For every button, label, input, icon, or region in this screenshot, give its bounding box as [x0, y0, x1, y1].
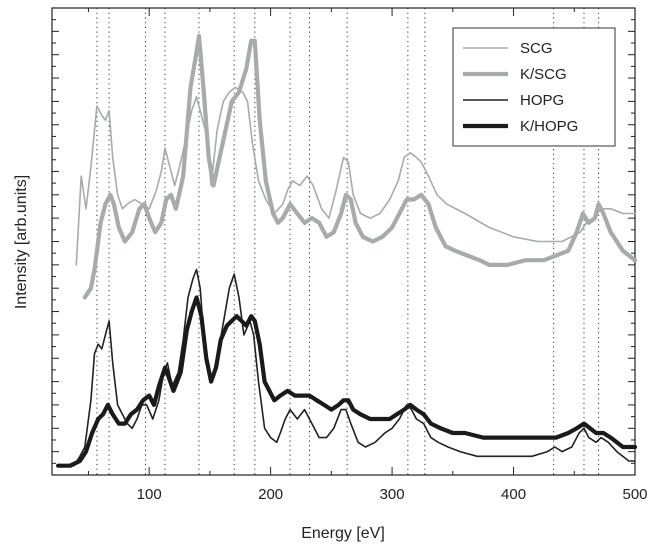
x-tick-label-300: 300 [380, 486, 405, 503]
legend-label-k-scg: K/SCG [520, 66, 567, 83]
x-tick-labels: 100 200 300 400 500 [137, 486, 648, 503]
series-lines [56, 33, 638, 468]
legend: SCG K/SCG HOPG K/HOPG [452, 27, 616, 147]
y-axis-title: Intensity [arb.units] [13, 175, 30, 309]
x-tick-label-500: 500 [622, 486, 647, 503]
series-line-hopg [57, 268, 636, 467]
axis-ticks [52, 7, 636, 476]
series-line-k-hopg [56, 295, 638, 468]
series-line-k-scg [82, 33, 638, 300]
x-tick-label-100: 100 [137, 486, 162, 503]
legend-entries: SCG K/SCG HOPG K/HOPG [463, 40, 578, 135]
x-axis-title: Energy [eV] [301, 525, 385, 542]
x-tick-label-400: 400 [501, 486, 526, 503]
x-tick-label-200: 200 [258, 486, 283, 503]
legend-label-hopg: HOPG [520, 92, 564, 109]
legend-label-scg: SCG [520, 40, 553, 57]
legend-label-k-hopg: K/HOPG [520, 118, 578, 135]
